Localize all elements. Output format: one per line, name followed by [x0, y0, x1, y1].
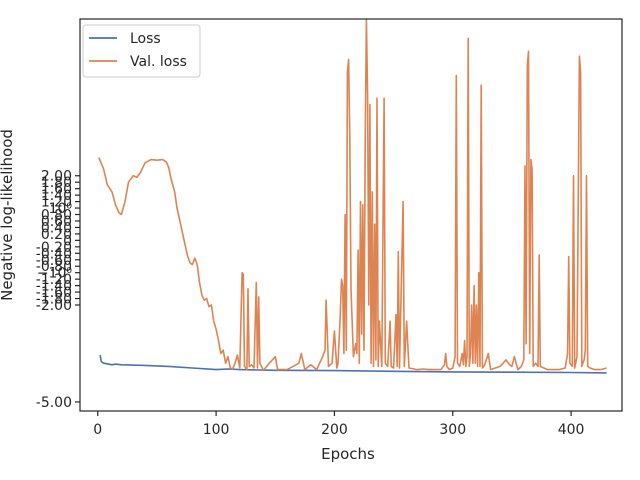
- y-ticks: 2.001.801.601.401.2010⁰0.800.600.400.200…: [36, 169, 80, 411]
- y-tick-label: 10⁰: [49, 201, 73, 217]
- y-tick-label: -2.00: [36, 298, 72, 314]
- x-tick-label: 200: [321, 422, 348, 438]
- x-axis-label: Epochs: [321, 445, 375, 463]
- x-ticks: 0 100 200 300 400: [93, 411, 584, 438]
- x-tick-label: 400: [558, 422, 585, 438]
- legend-label-loss: Loss: [130, 31, 161, 47]
- y-tick-label: -0.20: [36, 240, 72, 256]
- y-tick-label: -1.20: [36, 272, 72, 288]
- y-tick-label: 0.60: [41, 214, 72, 230]
- y-tick-label: -1.40: [36, 279, 72, 295]
- y-tick-label: 1.80: [41, 175, 72, 191]
- x-tick-label: 0: [93, 422, 102, 438]
- legend-label-val-loss: Val. loss: [130, 54, 187, 70]
- line-layer: [98, 18, 607, 374]
- x-tick-label: 100: [203, 422, 230, 438]
- y-tick-label: 0.80: [41, 208, 72, 224]
- series-line-loss: [99, 354, 607, 374]
- y-tick-label: 0: [63, 233, 72, 249]
- y-tick-label: -0.80: [36, 259, 72, 275]
- y-tick-label: -1.60: [36, 285, 72, 301]
- y-axis-label: Negative log-likelihood: [0, 129, 16, 301]
- y-tick-label: 1.40: [41, 188, 72, 204]
- y-tick-label: -5.00: [36, 395, 72, 411]
- y-tick-label: -0.40: [36, 246, 72, 262]
- y-tick-label: −10⁰: [37, 266, 73, 282]
- series-line-val-loss: [98, 18, 607, 372]
- y-tick-label: 1.20: [41, 195, 72, 211]
- y-tick-label: 2.00: [41, 169, 72, 185]
- y-tick-label: 0.40: [41, 220, 72, 236]
- y-tick-label: 1.60: [41, 182, 72, 198]
- y-tick-label: -0.60: [36, 253, 72, 269]
- y-tick-label: -1.80: [36, 292, 72, 308]
- y-tick-label: 0.20: [41, 227, 72, 243]
- legend: Loss Val. loss: [82, 24, 201, 78]
- x-tick-label: 300: [439, 422, 466, 438]
